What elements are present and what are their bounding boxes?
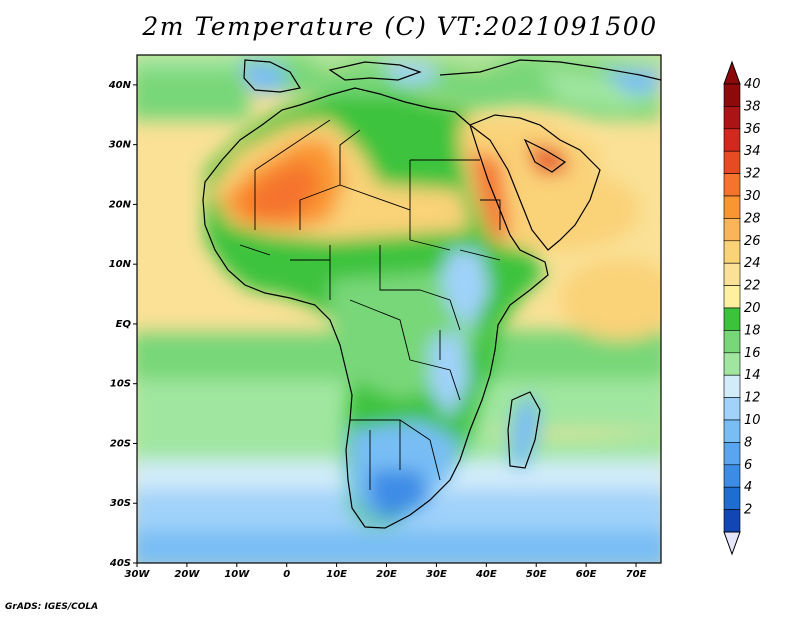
lat-tick-label: 20S [110,438,131,449]
colorbar-swatch [723,486,741,510]
colorbar-label: 34 [744,144,761,159]
colorbar-label: 36 [744,122,761,137]
colorbar-label: 26 [744,234,761,249]
lon-tick-label: 40E [475,569,497,580]
colorbar-label: 30 [744,189,761,204]
lon-tick-label: 50E [526,569,547,580]
colorbar-swatch [723,262,741,286]
colorbar-swatch [723,352,741,376]
lat-tick-label: 40S [109,558,131,569]
colorbar-label: 6 [744,458,752,473]
lat-tick-label: 10N [109,259,132,270]
chart-title: 2m Temperature (C) VT:2021091500 [142,12,658,41]
colorbar-swatch [723,83,741,107]
latitude-axis: 40N 30N 20N 10N EQ 10S 20S 30S 40S [108,80,137,569]
lon-tick-label: 0 [283,569,290,580]
colorbar-swatch [723,464,741,488]
lat-tick-label: 20N [109,199,132,210]
colorbar-label: 12 [744,391,761,406]
colorbar-swatch [723,240,741,264]
colorbar-label: 22 [744,279,761,294]
colorbar-swatch [723,285,741,309]
colorbar-label: 8 [744,435,752,450]
colorbar-swatch [723,106,741,130]
colorbar: 40 38 36 34 32 30 28 26 24 22 20 18 16 14 12 10 8 6 4 2 [723,60,761,556]
colorbar-max-arrow [723,60,741,85]
plot-frame [136,54,662,564]
colorbar-label: 4 [744,480,752,495]
colorbar-label: 28 [744,211,761,226]
colorbar-label: 38 [744,99,761,114]
colorbar-label: 24 [744,256,761,271]
colorbar-swatch [723,442,741,466]
colorbar-label: 18 [744,323,761,338]
colorbar-swatch [723,374,741,398]
colorbar-label: 10 [744,413,761,428]
colorbar-label: 14 [744,368,761,383]
colorbar-min-arrow [723,531,741,556]
longitude-axis: 30W 20W 10W 0 10E 20E 30E 40E 50E 60E 70E [125,563,647,580]
colorbar-label: 2 [744,503,752,518]
colorbar-swatch [723,150,741,174]
lon-tick-label: 10W [224,569,250,580]
colorbar-swatch [723,128,741,152]
lat-tick-label: 40N [108,80,132,91]
colorbar-swatch [723,397,741,421]
colorbar-label: 32 [744,167,761,182]
colorbar-swatch [723,419,741,443]
lon-tick-label: 20E [376,569,397,580]
lat-tick-label: EQ [116,319,132,330]
lat-tick-label: 10S [110,379,131,390]
colorbar-swatch [723,330,741,354]
colorbar-swatch [723,509,741,533]
colorbar-label: 16 [744,346,761,361]
lon-tick-label: 30E [426,569,447,580]
lat-tick-label: 30S [110,498,131,509]
colorbar-label: 20 [744,301,761,316]
lon-tick-label: 20W [174,569,200,580]
lon-tick-label: 70E [626,569,647,580]
colorbar-swatch [723,173,741,197]
lat-tick-label: 30N [109,140,132,151]
temperature-field [137,55,661,563]
lon-tick-label: 30W [125,569,151,580]
lon-tick-label: 10E [326,569,347,580]
colorbar-swatch [723,307,741,331]
colorbar-swatch [723,195,741,219]
lon-tick-label: 60E [576,569,597,580]
footer-credit: GrADS: IGES/COLA [5,602,99,612]
colorbar-label: 40 [744,77,761,92]
colorbar-swatch [723,218,741,242]
